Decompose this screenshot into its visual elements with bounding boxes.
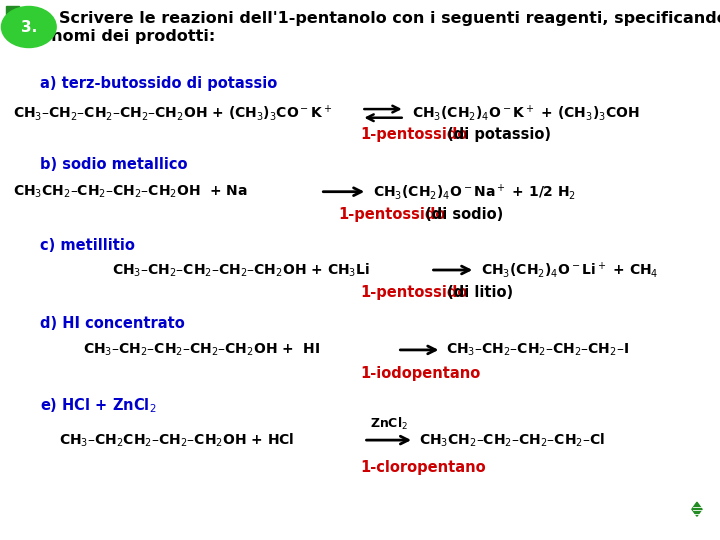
Text: ZnCl$_2$: ZnCl$_2$ [370, 416, 408, 432]
Text: a) terz-butossido di potassio: a) terz-butossido di potassio [40, 76, 277, 91]
Text: CH$_3$(CH$_2$)$_4$O$^-$Na$^+$ + 1/2 H$_2$: CH$_3$(CH$_2$)$_4$O$^-$Na$^+$ + 1/2 H$_2… [373, 182, 576, 201]
Text: b) sodio metallico: b) sodio metallico [40, 157, 187, 172]
Text: CH$_3$(CH$_2$)$_4$O$^-$K$^+$ + (CH$_3$)$_3$COH: CH$_3$(CH$_2$)$_4$O$^-$K$^+$ + (CH$_3$)$… [412, 104, 639, 123]
Bar [6, 6, 19, 38]
Text: CH$_3$CH$_2$–CH$_2$–CH$_2$–CH$_2$OH  + Na: CH$_3$CH$_2$–CH$_2$–CH$_2$–CH$_2$OH + Na [13, 184, 248, 200]
Text: c) metillitio: c) metillitio [40, 238, 135, 253]
Text: (di potassio): (di potassio) [442, 127, 551, 143]
Text: 1-cloropentano: 1-cloropentano [360, 460, 485, 475]
Text: 1-pentossido: 1-pentossido [338, 207, 446, 222]
Text: CH$_3$–CH$_2$–CH$_2$–CH$_2$–CH$_2$OH +  HI: CH$_3$–CH$_2$–CH$_2$–CH$_2$–CH$_2$OH + H… [83, 342, 320, 358]
Text: 1-pentossido: 1-pentossido [360, 285, 467, 300]
Text: 1-pentossido: 1-pentossido [360, 127, 467, 143]
Text: 1-iodopentano: 1-iodopentano [360, 366, 480, 381]
Text: (di sodio): (di sodio) [420, 207, 504, 222]
Text: CH$_3$–CH$_2$–CH$_2$–CH$_2$–CH$_2$–I: CH$_3$–CH$_2$–CH$_2$–CH$_2$–CH$_2$–I [446, 342, 629, 358]
Text: CH$_3$(CH$_2$)$_4$O$^-$Li$^+$ + CH$_4$: CH$_3$(CH$_2$)$_4$O$^-$Li$^+$ + CH$_4$ [481, 260, 659, 280]
Circle shape [1, 6, 56, 48]
Text: Scrivere le reazioni dell'1-pentanolo con i seguenti reagenti, specificando: Scrivere le reazioni dell'1-pentanolo co… [59, 11, 720, 26]
Polygon shape [692, 502, 702, 516]
Text: (di litio): (di litio) [442, 285, 513, 300]
Text: CH$_3$–CH$_2$–CH$_2$–CH$_2$–CH$_2$OH + (CH$_3$)$_3$CO$^-$K$^+$: CH$_3$–CH$_2$–CH$_2$–CH$_2$–CH$_2$OH + (… [13, 104, 332, 123]
Text: 3.: 3. [21, 19, 37, 35]
Text: CH$_3$CH$_2$–CH$_2$–CH$_2$–CH$_2$–Cl: CH$_3$CH$_2$–CH$_2$–CH$_2$–CH$_2$–Cl [419, 431, 605, 449]
Text: CH$_3$–CH$_2$–CH$_2$–CH$_2$–CH$_2$OH + CH$_3$Li: CH$_3$–CH$_2$–CH$_2$–CH$_2$–CH$_2$OH + C… [112, 261, 369, 279]
Text: i nomi dei prodotti:: i nomi dei prodotti: [40, 29, 215, 44]
Text: CH$_3$–CH$_2$CH$_2$–CH$_2$–CH$_2$OH + HCl: CH$_3$–CH$_2$CH$_2$–CH$_2$–CH$_2$OH + HC… [59, 431, 294, 449]
Text: d) HI concentrato: d) HI concentrato [40, 316, 184, 332]
Text: e) HCl + ZnCl$_2$: e) HCl + ZnCl$_2$ [40, 397, 156, 415]
